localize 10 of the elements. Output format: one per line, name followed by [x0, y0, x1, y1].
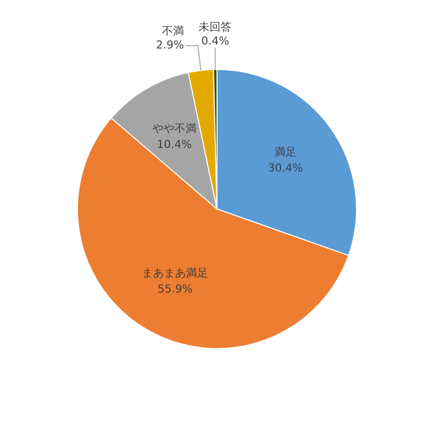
data-label: 55.9% [158, 282, 193, 296]
slice-label: 不満 [162, 24, 184, 38]
slice-label: まあまあ満足 [142, 266, 208, 280]
data-label: 0.4% [201, 34, 230, 48]
slice-label: 未回答 [198, 20, 232, 34]
slice-label: やや不満 [152, 122, 196, 135]
slice-label: 満足 [274, 146, 296, 159]
data-label: 30.4% [268, 162, 303, 175]
data-label: 10.4% [156, 138, 192, 151]
data-label: 2.9% [156, 38, 184, 52]
